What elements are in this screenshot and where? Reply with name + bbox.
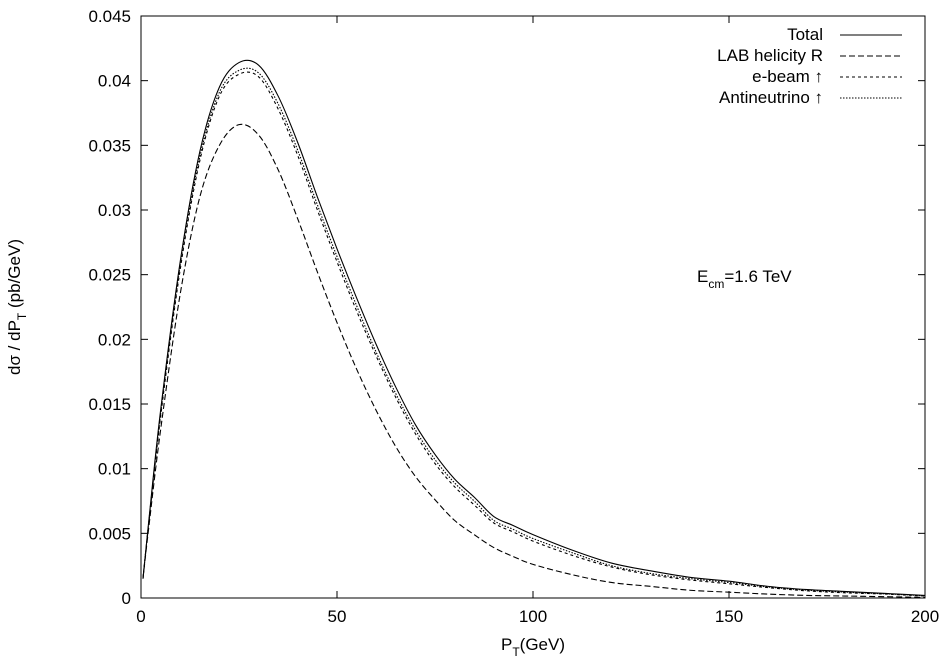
x-tick-label: 200 xyxy=(911,607,939,626)
y-label-sub: T xyxy=(15,312,29,320)
y-tick-label: 0.015 xyxy=(88,395,131,414)
y-tick-label: 0.01 xyxy=(98,460,131,479)
x-axis-label: PT(GeV) xyxy=(501,635,565,659)
y-tick-label: 0.04 xyxy=(98,72,131,91)
series-line-2 xyxy=(142,123,926,598)
chart-marks xyxy=(142,59,926,598)
legend-label-2: LAB helicity R xyxy=(717,46,823,65)
legend-label-1: Total xyxy=(787,25,823,44)
series-line-3 xyxy=(142,71,926,597)
y-tick-label: 0.02 xyxy=(98,330,131,349)
x-label-main: P xyxy=(501,635,512,654)
legend-label-4: Antineutrino ↑ xyxy=(719,88,823,107)
y-tick-label: 0 xyxy=(122,589,131,608)
x-tick-label: 50 xyxy=(328,607,347,626)
y-tick-label: 0.035 xyxy=(88,136,131,155)
energy-annotation: Ecm=1.6 TeV xyxy=(697,267,792,291)
legend-label-3: e-beam ↑ xyxy=(752,67,823,86)
y-axis-label: dσ / dPT (pb/GeV) xyxy=(5,239,29,375)
annotation-sub: cm xyxy=(708,277,724,291)
series-line-4 xyxy=(142,67,926,597)
x-tick-label: 100 xyxy=(519,607,547,626)
annotation-rest: =1.6 TeV xyxy=(724,267,792,286)
y-tick-label: 0.025 xyxy=(88,266,131,285)
y-tick-label: 0.005 xyxy=(88,524,131,543)
x-tick-label: 150 xyxy=(715,607,743,626)
legend: Total LAB helicity R e-beam ↑ Antineutrino … xyxy=(717,25,902,107)
y-tick-label: 0.03 xyxy=(98,201,131,220)
annotation-main: E xyxy=(697,267,708,286)
axis-ticks: 0 50 100 150 200 0 0.005 0.01 0.015 0.02 0.025 0.03… xyxy=(88,7,939,626)
x-label-sub: T xyxy=(512,645,520,659)
y-tick-label: 0.045 xyxy=(88,7,131,26)
x-tick-label: 0 xyxy=(136,607,145,626)
y-label-rest: (pb/GeV) xyxy=(5,239,24,313)
y-label-main: dσ / dP xyxy=(5,320,24,375)
x-label-rest: (GeV) xyxy=(520,635,565,654)
series-line-1 xyxy=(142,59,926,596)
